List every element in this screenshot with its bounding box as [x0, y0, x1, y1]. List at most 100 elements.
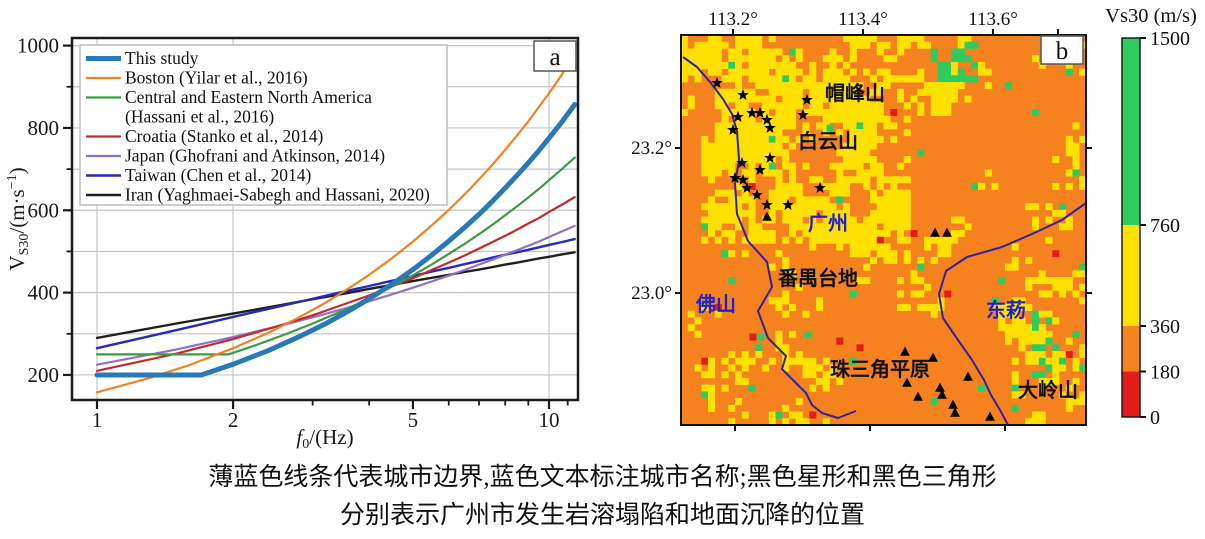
collapse-star-marker — [761, 113, 773, 125]
legend-entry-label: Taiwan (Chen et al., 2014) — [125, 165, 312, 185]
panel-b-letter-box — [1040, 35, 1084, 65]
colorbar-tick-labels: 1500 760 360 180 0 — [1150, 28, 1190, 429]
legend-box — [79, 44, 448, 206]
city-boundary-lines — [682, 56, 1086, 425]
series-taiwan-chen-et-al-2014- — [95, 237, 576, 350]
colorbar: 1500 760 360 180 0 Vs30 (m/s) — [1105, 5, 1197, 429]
y-tick-label: 600 — [28, 198, 60, 222]
colorbar-tick-label: 1500 — [1150, 28, 1190, 50]
colorbar-tick-label: 760 — [1150, 215, 1180, 237]
chart-border — [70, 36, 580, 402]
subsidence-triangle-marker — [950, 407, 960, 417]
subsidence-triangle-marker — [900, 346, 910, 356]
collapse-star-marker — [761, 198, 773, 210]
x-tick-label: 1 — [92, 408, 103, 432]
colorbar-tick-label: 0 — [1150, 407, 1160, 429]
subsidence-triangle-marker — [937, 389, 947, 399]
collapse-star-marker — [736, 156, 748, 168]
green-speck — [804, 331, 812, 339]
map-terrain-label: 白云山 — [798, 129, 858, 153]
colorbar-segment — [1122, 38, 1140, 225]
subsidence-triangle-marker — [762, 211, 772, 221]
subsidence-triangle-marker — [928, 352, 938, 362]
series-boston-yilar-et-al-2016- — [95, 53, 576, 394]
red-speck — [749, 333, 757, 341]
map-tick-labels: 113.2° 113.4° 113.6° 23.2° 23.0° — [631, 9, 1018, 304]
series-croatia-stanko-et-al-2014- — [95, 196, 576, 372]
y-axis-title: VS30/(m·s−1) — [5, 167, 32, 270]
map-mosaic — [681, 35, 1086, 425]
legend-entry-label: Croatia (Stanko et al., 2014) — [125, 126, 323, 146]
series-central-and-eastern-north-am — [95, 156, 576, 356]
panel-a-letter: a — [549, 44, 560, 71]
panel-a-letter-box — [533, 40, 577, 72]
map-city-label: 广州 — [808, 211, 848, 235]
collapse-star-marker — [729, 171, 741, 183]
collapse-star-marker — [727, 123, 739, 135]
subsidence-triangle-marker — [935, 382, 945, 392]
figure-caption: 薄蓝色线条代表城市边界,蓝色文本标注城市名称;黑色星形和黑色三角形 分别表示广州… — [0, 459, 1205, 535]
chart-series — [94, 53, 577, 394]
city-boundary — [682, 56, 857, 419]
collapse-star-marker — [732, 110, 744, 122]
collapse-star-marker — [797, 108, 809, 120]
chart-tick-labels: 1 2 5 10 200 400 600 800 1000 — [17, 34, 560, 432]
colorbar-segment — [1122, 326, 1140, 372]
map-city-label: 东菞 — [986, 298, 1026, 322]
city-boundary — [938, 202, 1086, 425]
collapse-star-marker — [801, 93, 813, 105]
x-tick-label: 2 — [228, 408, 239, 432]
y-tick-label: 400 — [28, 281, 60, 305]
legend-entry-label: (Hassani et al., 2016) — [125, 107, 274, 127]
series-this-study — [94, 102, 577, 378]
colorbar-segment — [1122, 371, 1140, 417]
caption-line-1: 薄蓝色线条代表城市边界,蓝色文本标注城市名称;黑色星形和黑色三角形 — [208, 464, 997, 491]
subsidence-triangle-marker — [902, 377, 912, 387]
x-axis-title: f0/(Hz) — [296, 425, 353, 452]
lon-tick-label: 113.4° — [838, 9, 888, 30]
collapse-star-marker — [754, 106, 766, 118]
x-tick-label: 5 — [408, 408, 419, 432]
panel-a-chart: 1 2 5 10 200 400 600 800 1000 f0/(Hz) VS30/(m·s−1)… — [5, 34, 580, 452]
subsidence-triangle-marker — [963, 371, 973, 381]
colorbar-tick-label: 360 — [1150, 316, 1180, 338]
subsidence-triangle-marker — [942, 227, 952, 237]
lat-tick-label: 23.2° — [631, 138, 672, 159]
collapse-star-marker — [737, 88, 749, 100]
collapse-star-marker — [764, 151, 776, 163]
subsidence-triangle-marker — [930, 227, 940, 237]
legend-entry-label: Central and Eastern North America — [125, 87, 372, 107]
map-terrain-label: 珠三角平原 — [830, 357, 930, 381]
collapse-star-marker — [814, 181, 826, 193]
green-speck — [826, 124, 834, 132]
lon-tick-label: 113.2° — [708, 9, 758, 30]
y-tick-label: 800 — [28, 116, 60, 140]
colorbar-title: Vs30 (m/s) — [1105, 5, 1197, 27]
collapse-star-marker — [754, 163, 766, 175]
y-tick-label: 200 — [28, 363, 60, 387]
colorbar-segment — [1122, 224, 1140, 327]
collapse-star-marker — [751, 188, 763, 200]
subsidence-triangle-marker — [913, 391, 923, 401]
y-tick-label: 1000 — [17, 34, 59, 58]
lon-tick-label: 113.6° — [968, 9, 1018, 30]
x-tick-label: 10 — [539, 408, 560, 432]
figure-canvas: 1 2 5 10 200 400 600 800 1000 f0/(Hz) VS30/(m·s−1)… — [5, 5, 1197, 452]
collapse-star-marker — [782, 198, 794, 210]
karst-collapse-stars — [711, 76, 826, 210]
map-city-label: 佛山 — [695, 293, 736, 316]
subsidence-triangle-marker — [985, 411, 995, 421]
map-terrain-label: 大岭山 — [1018, 378, 1078, 402]
collapse-star-marker — [746, 106, 758, 118]
map-terrain-label: 帽峰山 — [825, 81, 885, 105]
collapse-star-marker — [741, 181, 753, 193]
legend-entry-label: Boston (Yilar et al., 2016) — [125, 68, 308, 88]
lat-tick-label: 23.0° — [631, 283, 672, 304]
legend-entry-label: Japan (Ghofrani and Atkinson, 2014) — [125, 146, 385, 166]
map-border — [680, 34, 1087, 426]
subsidence-triangle-marker — [948, 399, 958, 409]
